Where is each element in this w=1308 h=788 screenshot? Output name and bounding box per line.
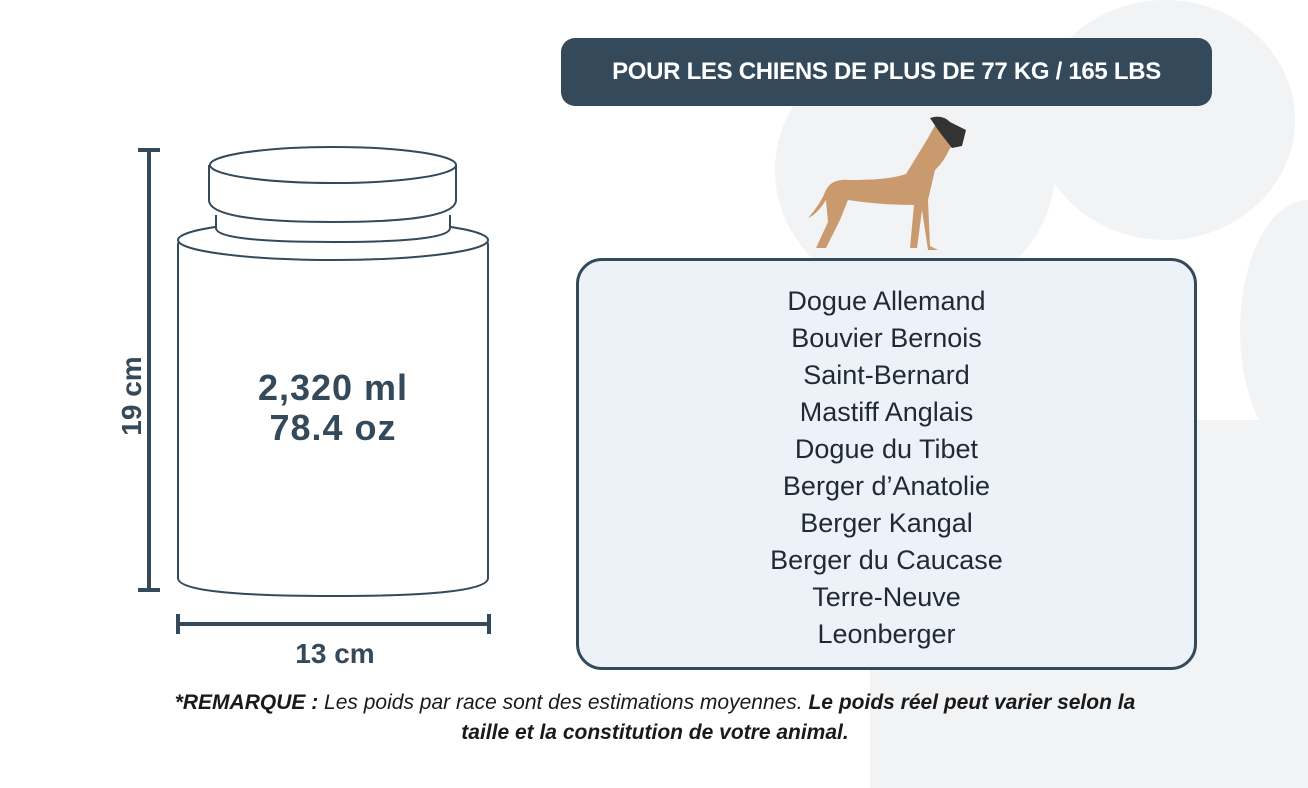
note-bold: Le poids réel peut varier selon la taill… — [461, 691, 1136, 744]
width-label: 13 cm — [295, 638, 375, 669]
list-item: Berger Kangal — [800, 508, 973, 538]
note-text: Les poids par race sont des estimations … — [318, 691, 809, 714]
list-item: Mastiff Anglais — [799, 397, 974, 427]
list-item: Terre-Neuve — [812, 582, 961, 612]
list-item: Dogue Allemand — [787, 286, 986, 316]
breed-list: Dogue Allemand Bouvier Bernois Saint-Ber… — [576, 258, 1197, 670]
list-item: Bouvier Bernois — [791, 323, 982, 353]
volume-oz: 78.4 oz — [269, 407, 397, 448]
list-item: Berger d’Anatolie — [782, 471, 991, 501]
weight-banner: POUR LES CHIENS DE PLUS DE 77 KG / 165 L… — [561, 38, 1212, 106]
list-item: Berger du Caucase — [770, 545, 1003, 575]
height-label: 19 cm — [116, 356, 147, 436]
jar-volume: 2,320 ml 78.4 oz — [178, 368, 488, 448]
list-item: Leonberger — [817, 619, 956, 649]
dog-icon — [808, 116, 966, 250]
dimension-lines — [138, 148, 491, 634]
list-item: Dogue du Tibet — [794, 434, 979, 464]
volume-ml: 2,320 ml — [257, 367, 409, 408]
note-label: *REMARQUE : — [174, 691, 319, 714]
disclaimer-note: *REMARQUE : Les poids par race sont des … — [150, 688, 1160, 748]
list-item: Saint-Bernard — [803, 360, 970, 390]
